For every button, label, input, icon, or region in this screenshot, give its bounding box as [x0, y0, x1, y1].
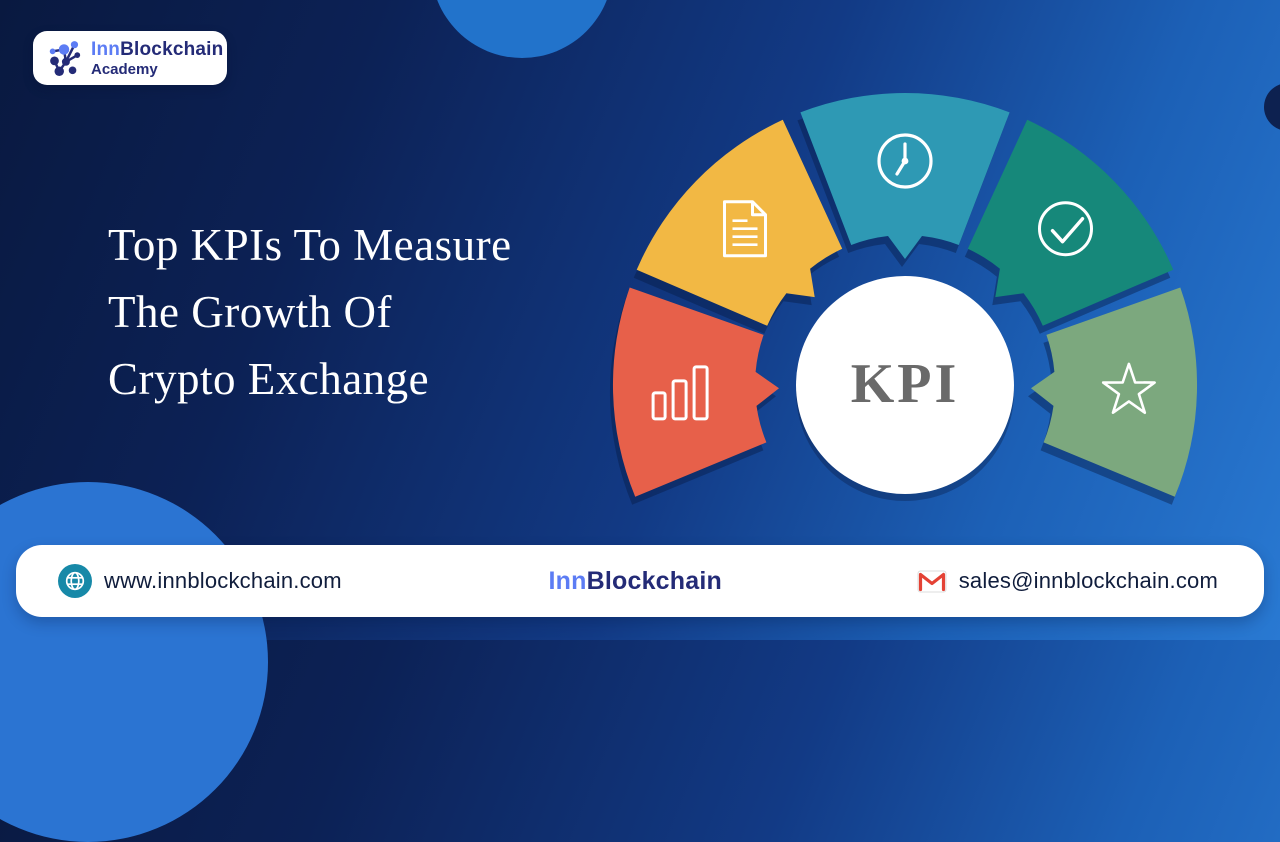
- decorative-circle-right: [1264, 83, 1280, 131]
- footer-brand-name: InnBlockchain: [548, 566, 722, 595]
- footer-email: sales@innblockchain.com: [917, 568, 1218, 594]
- title-line-2: The Growth Of: [108, 287, 392, 337]
- star-icon: [1101, 362, 1156, 414]
- website-url: www.innblockchain.com: [104, 568, 342, 593]
- title-line-1: Top KPIs To Measure: [108, 220, 512, 270]
- gmail-icon: [917, 570, 947, 592]
- brand-name: InnBlockchain: [91, 38, 224, 60]
- title-line-3: Crypto Exchange: [108, 354, 430, 404]
- footer-website: www.innblockchain.com: [58, 564, 342, 598]
- document-icon: [723, 200, 767, 258]
- clock-icon: [877, 133, 933, 189]
- gauge-segment-report: [636, 119, 843, 326]
- gauge-center-label: KPI: [850, 353, 960, 415]
- kpi-gauge: [612, 93, 1198, 497]
- gauge-segment-growth-bars: [612, 287, 779, 497]
- footer-brand: InnBlockchain: [537, 567, 722, 596]
- bar-chart-icon: [651, 365, 709, 421]
- check-circle-icon: [1038, 201, 1093, 257]
- brand-subtitle: Academy: [91, 60, 158, 78]
- globe-icon: [58, 564, 92, 598]
- footer-bar: www.innblockchain.com InnBlockchain sale…: [16, 545, 1264, 617]
- gauge-center-circle: [796, 276, 1014, 494]
- gauge-segment-time: [800, 93, 1010, 260]
- academy-logo-text: InnBlockchain Academy: [91, 40, 223, 77]
- gauge-segment-quality: [967, 119, 1174, 326]
- email-address: sales@innblockchain.com: [958, 568, 1218, 593]
- academy-logo-badge: InnBlockchain Academy: [33, 31, 227, 85]
- page-title: Top KPIs To Measure The Growth Of Crypto…: [108, 212, 512, 413]
- molecule-icon: [49, 41, 81, 77]
